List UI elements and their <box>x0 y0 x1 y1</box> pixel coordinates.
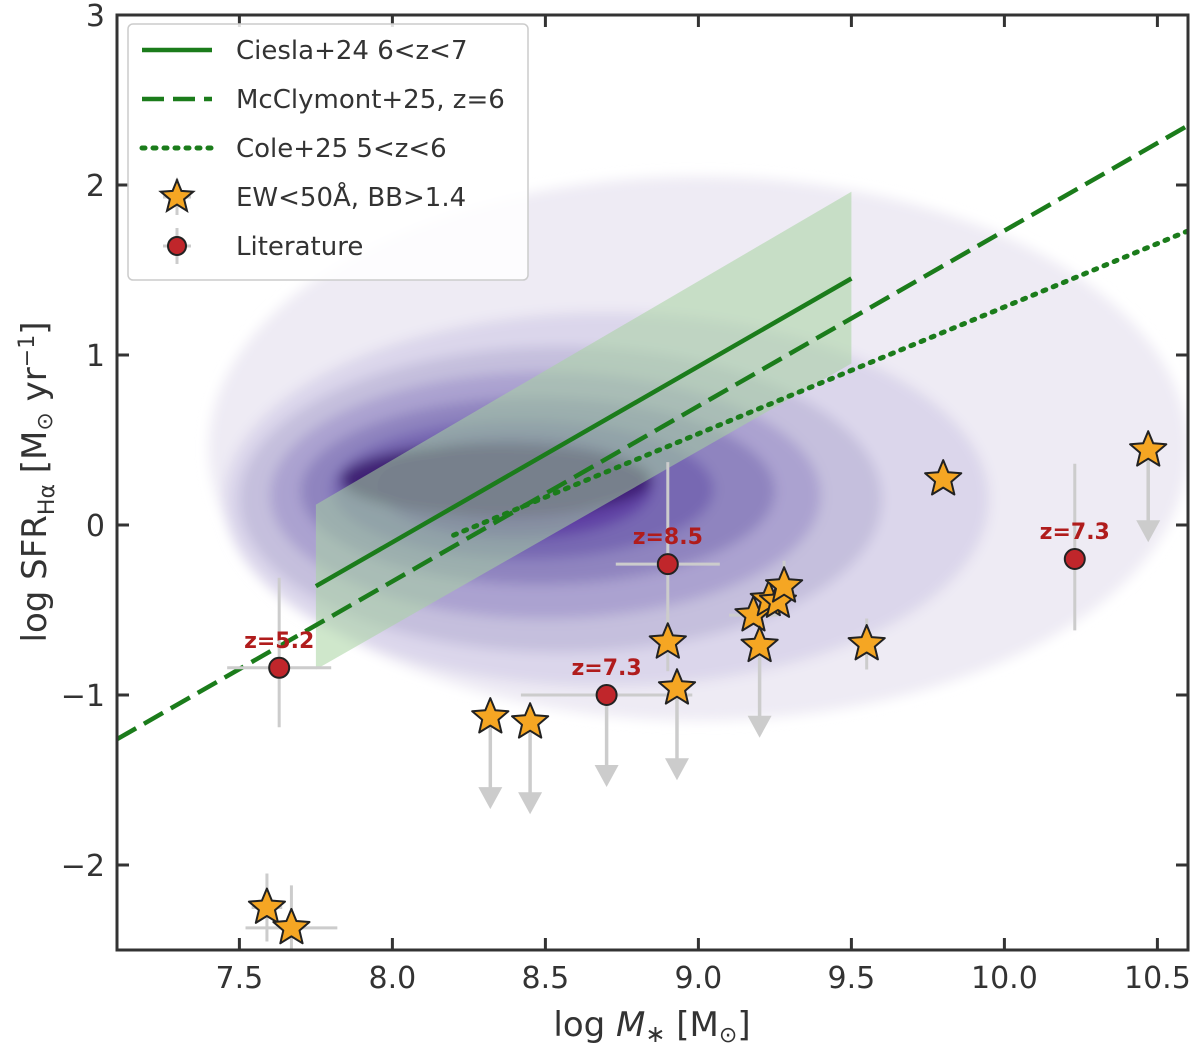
axis-ticks: 7.5 8.0 8.5 9.0 9.5 10.0 10.5 −2 −1 0 1 2 3 <box>61 0 1191 996</box>
y-tick-label: 1 <box>86 339 105 374</box>
upper-limit-arrow-head <box>664 758 689 781</box>
literature-point <box>1063 548 1086 570</box>
star-point <box>740 625 779 663</box>
literature-point <box>656 553 679 576</box>
upper-limit-arrow-head <box>594 765 619 787</box>
y-tick-label: 0 <box>86 509 105 544</box>
redshift-label: z=8.5 <box>633 525 703 550</box>
relation-line-dotted <box>451 228 1188 538</box>
upper-limit-arrow-head <box>478 787 503 810</box>
legend-label: Ciesla+24 6<z<7 <box>236 36 468 66</box>
x-tick-label: 7.5 <box>216 961 264 996</box>
y-tick-label: −1 <box>61 679 105 714</box>
x-tick-label: 8.0 <box>369 961 417 996</box>
star-point <box>1129 430 1168 467</box>
legend: Ciesla+24 6<z<7 McClymont+25, z=6 Cole+25 … <box>127 23 529 281</box>
plot-frame <box>115 13 1190 952</box>
star-point <box>511 702 550 739</box>
x-tick-label: 9.5 <box>828 961 876 996</box>
legend-label: Literature <box>236 232 363 262</box>
relation-line-dashed <box>117 123 1188 742</box>
data-points <box>247 430 1168 945</box>
y-axis-title: log SFRHα [M⊙ yr−1] <box>15 322 60 643</box>
star-point <box>648 622 687 659</box>
star-point <box>847 624 886 661</box>
upper-limit-arrow-head <box>518 792 543 815</box>
legend-label: Cole+25 5<z<6 <box>236 134 447 164</box>
redshift-label: z=5.2 <box>244 629 314 654</box>
legend-star-marker <box>158 177 196 213</box>
literature-point <box>268 656 291 679</box>
redshift-label: z=7.3 <box>571 656 641 681</box>
upper-limit-arrow-head <box>1136 520 1161 543</box>
x-tick-label: 10.0 <box>971 961 1038 996</box>
x-tick-label: 9.0 <box>675 961 723 996</box>
upper-limit-arrow-head <box>747 715 772 738</box>
y-tick-label: −2 <box>61 849 105 884</box>
x-tick-label: 8.5 <box>522 961 570 996</box>
y-tick-label: 3 <box>86 0 105 34</box>
y-tick-label: 2 <box>86 169 105 204</box>
x-tick-label: 10.5 <box>1124 961 1191 996</box>
legend-box <box>127 23 529 281</box>
star-point <box>471 697 510 734</box>
redshift-label: z=7.3 <box>1040 520 1110 545</box>
legend-label: EW<50Å, BB>1.4 <box>236 181 466 213</box>
star-point <box>924 459 963 496</box>
literature-point <box>595 684 618 706</box>
star-point <box>765 566 804 603</box>
legend-label: McClymont+25, z=6 <box>236 85 505 115</box>
redshift-annotations: z=5.2 z=7.3 z=8.5 z=7.3 <box>244 520 1110 681</box>
star-point <box>657 668 697 705</box>
star-point <box>247 887 286 924</box>
star-point <box>272 907 311 945</box>
relation-line-solid <box>314 276 853 589</box>
relation-lines <box>117 123 1188 742</box>
legend-circle-marker <box>167 236 187 256</box>
